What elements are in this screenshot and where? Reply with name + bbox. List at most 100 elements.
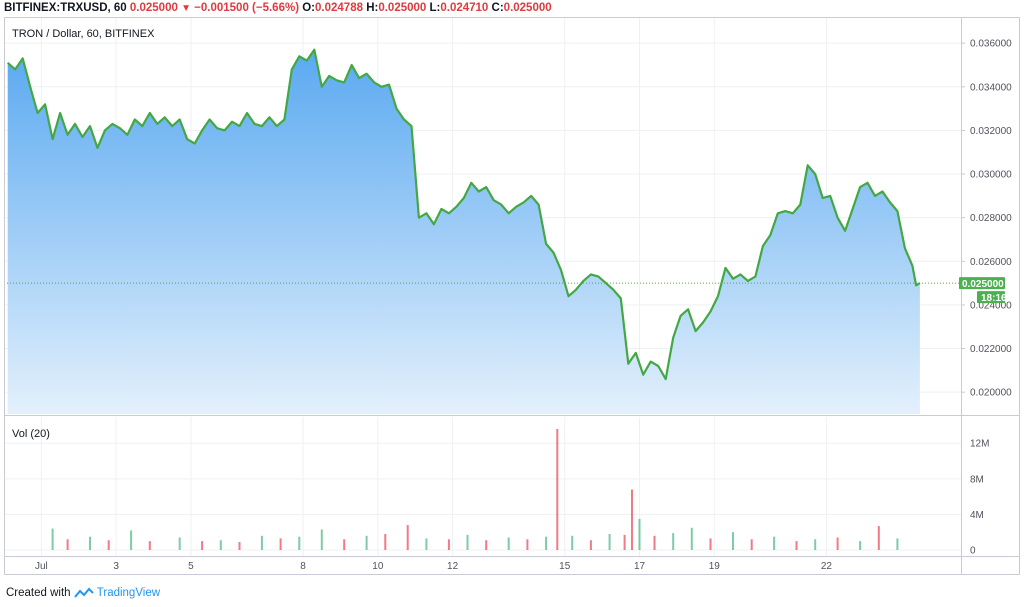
volume-series: [51, 429, 899, 550]
vol-tick-label: 4M: [970, 510, 984, 521]
x-tick-label: 19: [709, 561, 721, 572]
y-tick-label: 0.024000: [970, 300, 1012, 311]
down-triangle-icon: ▼: [181, 3, 191, 14]
volume-bar: [130, 530, 133, 550]
volume-bar: [556, 429, 559, 550]
open-label: O:: [302, 2, 316, 14]
countdown-text: 18:16: [981, 293, 1007, 304]
volume-bar: [709, 538, 712, 550]
last-price-badge: 0.025000 18:16: [959, 277, 1007, 304]
volume-bar: [507, 537, 510, 550]
symbol-label[interactable]: BITFINEX:TRXUSD, 60: [4, 2, 127, 14]
volume-bar: [859, 541, 862, 550]
y-tick-label: 0.020000: [970, 388, 1012, 399]
volume-bar: [589, 540, 592, 550]
volume-bar: [672, 533, 675, 550]
volume-bar: [750, 539, 753, 550]
close-label: C:: [491, 2, 504, 14]
x-tick-label: 5: [188, 561, 194, 572]
volume-bar: [638, 518, 641, 550]
volume-bar: [631, 489, 633, 550]
axes: 0.020000 0.022000 0.024000 0.026000 0.028000…: [4, 17, 1020, 575]
vol-tick-label: 8M: [970, 474, 984, 485]
volume-bar: [298, 536, 301, 550]
volume-bar: [732, 532, 734, 550]
volume-bar: [814, 539, 817, 550]
open-value: 0.024788: [315, 2, 363, 14]
volume-bar: [526, 539, 529, 550]
x-tick-label: 3: [113, 561, 119, 572]
tradingview-link[interactable]: TradingView: [96, 587, 161, 599]
close-value: 0.025000: [503, 2, 552, 14]
x-tick-label: 8: [300, 561, 306, 572]
chart-container[interactable]: 0.020000 0.022000 0.024000 0.026000 0.028000…: [4, 17, 1020, 577]
footer: Created with TradingView: [6, 584, 160, 602]
x-tick-label: 15: [559, 561, 571, 572]
countdown-badge-box: [977, 291, 1005, 304]
created-with-text: Created with: [6, 587, 71, 599]
volume-bar: [148, 541, 151, 550]
volume-bar: [238, 542, 241, 550]
volume-bar: [836, 537, 839, 550]
volume-bar: [608, 534, 611, 550]
volume-bar: [178, 537, 181, 550]
low-label: L:: [429, 2, 441, 14]
volume-bar: [425, 538, 428, 550]
volume-bar: [201, 541, 204, 550]
high-value: 0.025000: [378, 2, 427, 14]
volume-bar: [406, 525, 409, 550]
y-tick-label: 0.022000: [970, 344, 1012, 355]
vol-tick-label: 12M: [970, 439, 989, 450]
y-tick-label: 0.036000: [970, 39, 1012, 50]
volume-bar: [447, 539, 450, 550]
price-badge-text: 0.025000: [962, 279, 1004, 290]
y-tick-label: 0.032000: [970, 126, 1012, 137]
volume-bar: [107, 540, 110, 550]
y-tick-label: 0.034000: [970, 82, 1012, 93]
volume-bar: [260, 535, 263, 550]
tradingview-logo-icon: [73, 587, 94, 598]
y-tick-label: 0.030000: [970, 170, 1012, 181]
volume-bar: [896, 538, 899, 550]
price-area-series: [4, 48, 961, 414]
high-label: H:: [366, 2, 379, 14]
volume-bar: [365, 535, 368, 550]
volume-legend[interactable]: Vol (20): [12, 428, 50, 440]
main-legend[interactable]: TRON / Dollar, 60, BITFINEX: [12, 28, 155, 40]
chart-frame: [4, 17, 1020, 575]
x-tick-label: 17: [634, 561, 646, 572]
volume-bar: [320, 529, 323, 550]
chart-canvas[interactable]: 0.020000 0.022000 0.024000 0.026000 0.028000…: [4, 17, 1020, 577]
price-line: [6, 48, 921, 381]
volume-bar: [571, 535, 574, 550]
x-tick-label: 22: [821, 561, 833, 572]
volume-bar: [877, 526, 880, 550]
volume-bar: [384, 534, 387, 550]
volume-bar: [485, 540, 488, 550]
volume-bar: [690, 527, 693, 550]
last-price: 0.025000: [129, 2, 178, 14]
volume-bar: [623, 534, 626, 550]
low-value: 0.024710: [440, 2, 489, 14]
symbol-header: BITFINEX:TRXUSD, 60 0.025000 ▼ −0.001500…: [4, 0, 552, 16]
volume-bar: [795, 541, 798, 550]
volume-bar: [466, 534, 469, 550]
y-tick-label: 0.028000: [970, 213, 1012, 224]
volume-bar: [343, 539, 346, 550]
vol-tick-label: 0: [970, 546, 976, 557]
x-tick-label: 10: [372, 561, 384, 572]
volume-bar: [89, 536, 91, 550]
x-tick-label: Jul: [35, 561, 48, 572]
price-change: −0.001500 (−5.66%): [194, 2, 300, 14]
price-badge-box: [959, 277, 1005, 290]
price-area-fill: [7, 49, 920, 414]
volume-bar: [545, 536, 548, 550]
x-tick-label: 12: [447, 561, 459, 572]
volume-bar: [66, 539, 69, 550]
volume-bar: [219, 540, 222, 550]
volume-bar: [279, 538, 282, 550]
volume-bar: [653, 535, 656, 550]
y-tick-label: 0.026000: [970, 257, 1012, 268]
volume-bar: [51, 528, 54, 550]
volume-bar: [773, 536, 776, 550]
